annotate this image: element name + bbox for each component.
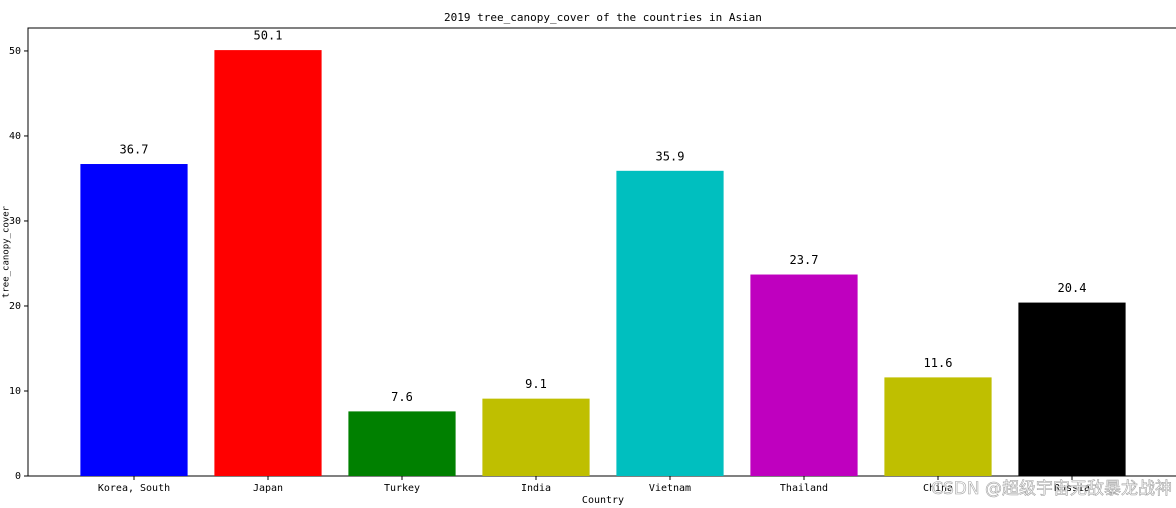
x-tick-label: Korea, South xyxy=(98,483,170,494)
bar xyxy=(750,274,858,476)
value-label: 50.1 xyxy=(254,29,283,43)
bar xyxy=(214,50,322,476)
value-label: 20.4 xyxy=(1058,281,1087,295)
value-label: 36.7 xyxy=(120,143,149,157)
bar xyxy=(616,170,724,477)
value-label: 7.6 xyxy=(391,390,413,404)
bar xyxy=(1018,302,1126,476)
bar xyxy=(348,411,456,476)
bar xyxy=(482,398,590,476)
x-tick-label: Vietnam xyxy=(649,483,691,494)
value-label: 35.9 xyxy=(656,149,685,163)
chart-title: 2019 tree_canopy_cover of the countries … xyxy=(444,11,762,24)
bar xyxy=(80,164,188,476)
x-tick-label: Japan xyxy=(253,483,283,494)
x-tick-label: India xyxy=(521,483,551,494)
x-axis-label: Country xyxy=(582,495,624,506)
value-label: 11.6 xyxy=(924,356,953,370)
x-tick-label: China xyxy=(923,483,953,494)
x-tick-label: Thailand xyxy=(780,483,828,494)
x-tick-label: Russia xyxy=(1054,483,1090,494)
y-tick-label: 0 xyxy=(15,471,21,482)
y-axis-label: tree_canopy_cover xyxy=(2,205,12,298)
value-label: 9.1 xyxy=(525,377,547,391)
bar xyxy=(884,377,992,476)
x-tick-label: Turkey xyxy=(384,483,420,494)
y-tick-label: 40 xyxy=(9,131,21,142)
y-tick-label: 20 xyxy=(9,301,21,312)
plot-frame xyxy=(27,27,1176,477)
y-tick-label: 10 xyxy=(9,386,21,397)
y-tick-label: 50 xyxy=(9,46,21,57)
value-label: 23.7 xyxy=(790,253,819,267)
y-tick-label: 30 xyxy=(9,216,21,227)
watermark: CSDN @超级宇宙无敌暴龙战神 xyxy=(931,479,1172,499)
